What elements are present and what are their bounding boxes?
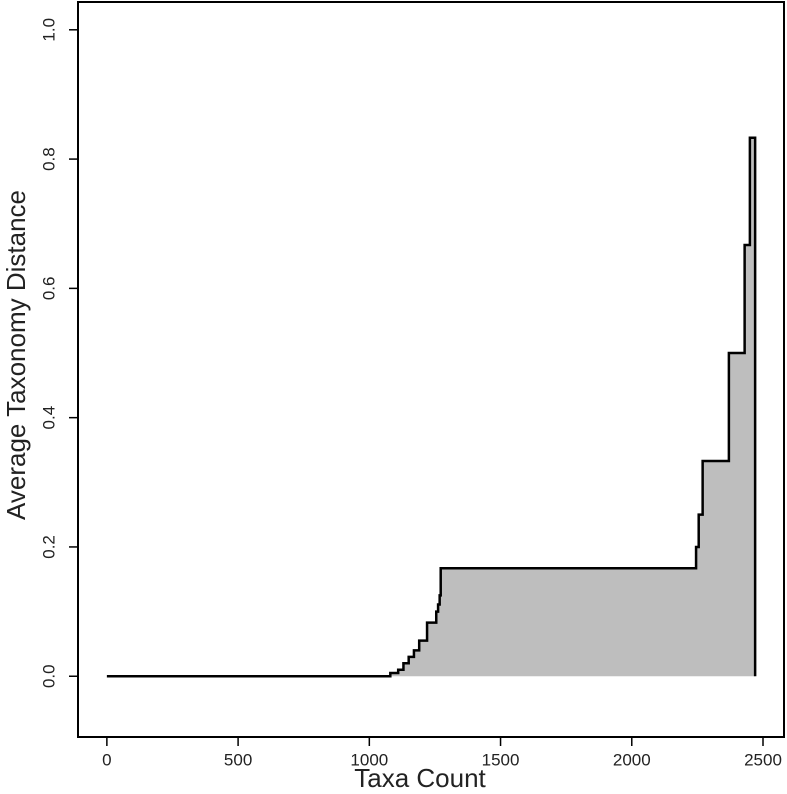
step-line <box>106 136 757 678</box>
y-tick-label: 0.6 <box>39 277 58 301</box>
x-tick-label: 2500 <box>744 750 782 769</box>
y-axis-title: Average Taxonomy Distance <box>1 190 31 520</box>
x-tick-label: 2000 <box>613 750 651 769</box>
y-tick-label: 0.4 <box>39 406 58 430</box>
x-axis-title: Taxa Count <box>354 763 486 793</box>
x-tick-label: 0 <box>102 750 111 769</box>
plot-frame <box>77 1 785 738</box>
x-tick-label: 500 <box>224 750 252 769</box>
y-tick-label: 1.0 <box>39 18 58 42</box>
y-tick-label: 0.0 <box>39 664 58 688</box>
x-tick-label: 1000 <box>350 750 388 769</box>
x-tick-label: 1500 <box>482 750 520 769</box>
y-tick-label: 0.8 <box>39 147 58 171</box>
area <box>106 137 756 677</box>
y-tick-label: 0.2 <box>39 535 58 559</box>
